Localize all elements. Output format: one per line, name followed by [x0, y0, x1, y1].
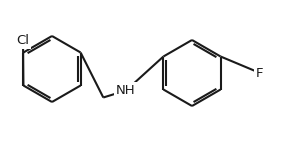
Text: F: F	[256, 66, 264, 80]
Text: NH: NH	[116, 84, 136, 97]
Text: Cl: Cl	[16, 34, 30, 47]
